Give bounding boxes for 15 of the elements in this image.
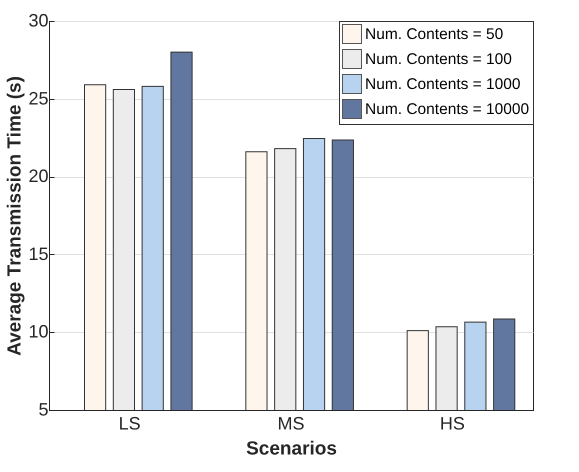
y-tick-label: 5 (38, 400, 48, 420)
legend-label: Num. Contents = 10000 (365, 101, 530, 118)
y-axis-title: Average Transmission Time (s) (4, 76, 26, 356)
y-tick-label: 10 (28, 322, 48, 342)
y-tick-label: 15 (28, 244, 48, 264)
legend-label: Num. Contents = 50 (365, 26, 504, 43)
x-tick-label: LS (118, 414, 141, 434)
y-tick-label: 25 (28, 88, 48, 108)
x-tick-label: HS (440, 414, 465, 434)
x-axis-title: Scenarios (246, 438, 337, 460)
legend-label: Num. Contents = 1000 (365, 76, 521, 93)
y-tick-label: 30 (28, 10, 48, 30)
legend-label: Num. Contents = 100 (365, 51, 512, 68)
x-tick-label: MS (278, 414, 304, 434)
y-tick-label: 20 (28, 166, 48, 186)
